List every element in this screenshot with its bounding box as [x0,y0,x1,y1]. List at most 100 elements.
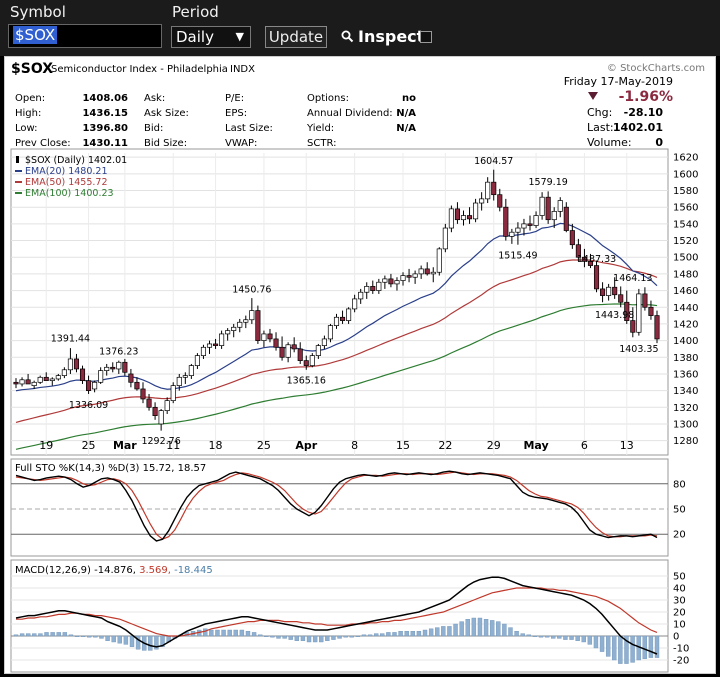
macd-histogram-bar [654,635,660,658]
candle-body [158,410,164,425]
legend-entry: $SOX (Daily) 1402.01 [25,155,127,166]
macd-histogram-bar [398,631,403,637]
update-button[interactable]: Update [265,26,327,48]
candle-body [146,398,152,408]
stat-value: 1408.06 [82,93,128,104]
macd-histogram-bar [87,635,92,638]
macd-histogram-bar [514,631,519,637]
macd-histogram-bar [80,635,86,638]
macd-histogram-bar [386,632,391,637]
macd-histogram-bar [599,635,605,652]
macd-histogram-bar [587,635,593,645]
x-tick-label: 22 [438,439,452,452]
candle-body [273,338,279,348]
candle-body [98,370,104,383]
candle-body [285,344,291,358]
macd-histogram-bar [203,628,208,637]
exchange-label: INDX [230,64,255,75]
macd-histogram-bar [648,635,654,658]
candle-body [600,288,606,296]
macd-histogram-bar [496,621,501,637]
stat-value: 1436.15 [82,108,128,119]
period-select[interactable]: Daily ▼ [171,26,251,48]
x-tick-label: 8 [351,439,358,452]
candle-body [400,275,406,281]
candle-body [104,366,110,371]
y-tick-label: 1360 [673,369,698,380]
price-annotation: 1292.76 [141,436,180,447]
price-annotation: 1579.19 [529,177,568,188]
candle-body [237,321,243,328]
symbol-input[interactable]: $SOX [8,24,162,48]
candle-body [49,378,55,381]
inspect-checkbox[interactable] [420,31,432,43]
candle-body [515,227,521,233]
candle-body [563,206,569,231]
macd-histogram-bar [343,635,348,638]
stat-label: Annual Dividend: [307,108,393,119]
inspect-toggle[interactable]: Inspect [341,27,424,46]
candle-body [630,320,636,333]
candle-body [327,325,334,340]
candle-body [267,333,273,340]
x-tick-label: Apr [295,439,317,452]
candle-body [67,358,73,371]
candle-body [243,319,249,323]
y-tick-label: 1440 [673,303,698,314]
candle-body [466,215,473,220]
candle-body [291,344,297,350]
candle-body [575,244,581,258]
x-tick-label: 19 [39,439,53,452]
y-tick-label: 40 [673,584,686,595]
stock-chart: $SOX Semiconductor Index - Philadelphia … [10,61,705,673]
macd-histogram-bar [447,626,452,637]
y-tick-label: 1480 [673,269,698,280]
macd-histogram-bar [233,629,238,637]
ema20-line [15,222,658,392]
stats-table: Open: 1408.06 Ask: P/E: Options: no High: 1436.… [15,93,416,149]
price-annotation: 1336.09 [69,400,108,411]
candle-body [128,373,134,383]
stat-label: VWAP: [225,138,257,149]
macd-histogram-bar [294,635,300,641]
candle-body [569,230,575,246]
candle-body [225,330,231,335]
macd-histogram-bar [526,634,531,637]
macd-histogram-bar [251,632,257,637]
candle-body [213,343,219,346]
legend-entry: EMA(20) 1480.21 [25,166,108,177]
candle-body [424,268,430,275]
candle-body [346,308,352,321]
macd-histogram-bar [520,633,525,637]
price-annotation: 1487.33 [577,254,616,265]
down-arrow-icon [588,92,598,100]
macd-histogram-bar [575,635,580,641]
y-tick-label: 80 [673,479,686,490]
candle-body [539,196,545,216]
macd-line [15,576,658,655]
macd-histogram-bar [129,635,135,648]
candle-body [448,208,454,229]
y-tick-label: 1580 [673,186,698,197]
y-tick-label: 50 [673,505,686,516]
macd-histogram-bar [459,621,464,637]
change-percent: -1.96% [619,89,673,105]
macd-histogram-bar [624,635,629,664]
stat-label: High: [15,108,41,119]
candle-body [412,273,418,278]
stat-label: EPS: [225,108,247,119]
macd-histogram-bar [50,632,55,637]
macd-histogram-bar [38,633,43,637]
candle-body [19,379,25,385]
quote-date: Friday 17-May-2019 [564,75,673,88]
candle-body [73,358,80,370]
y-tick-label: 1300 [673,419,698,430]
candle-body [654,315,660,340]
period-value: Daily [176,28,214,46]
stat-value: 1396.80 [82,123,128,134]
macd-histogram-bar [367,634,373,637]
candle-body [612,286,618,296]
candle-body [122,361,128,373]
ticker-symbol: $SOX [11,61,53,77]
